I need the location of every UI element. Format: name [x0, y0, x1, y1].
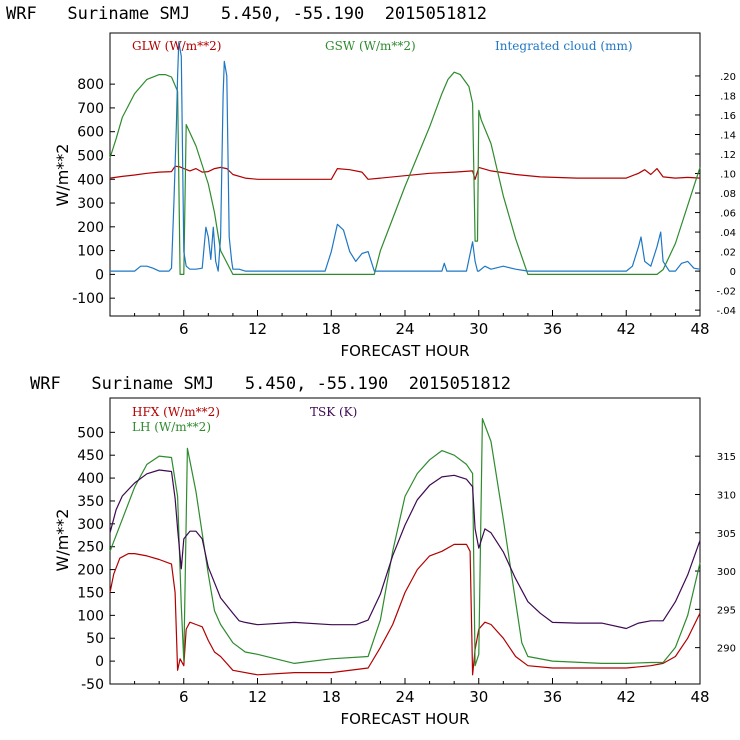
y2-tick-label: .16 [720, 111, 736, 122]
series-line-hfx [109, 543, 701, 676]
y-tick-label: 500 [77, 148, 104, 164]
bottom-y2-ticks: 315 310 305 300 295 290 [695, 452, 736, 655]
y-tick-label: 350 [77, 494, 104, 510]
x-tick-label: 42 [617, 320, 636, 338]
x-tick-label: 24 [395, 688, 414, 706]
legend-gsw: GSW (W/m**2) [325, 39, 416, 53]
top-x-axis-label: FORECAST HOUR [340, 342, 469, 360]
y2-tick-label: -.02 [716, 287, 736, 298]
y2-tick-label: 300 [717, 567, 736, 578]
x-tick-label: 18 [322, 320, 341, 338]
x-tick-label: 48 [690, 320, 709, 338]
legend-lh: LH (W/m**2) [132, 420, 211, 434]
y2-tick-label: 315 [717, 452, 736, 463]
top-chart-title: WRF Suriname SMJ 5.450, -55.190 20150518… [6, 4, 487, 24]
y-tick-label: 0 [95, 654, 104, 670]
y-tick-label: 200 [77, 220, 104, 236]
bottom-series [109, 418, 701, 676]
y-tick-label: -50 [81, 677, 104, 693]
legend-hfx: HFX (W/m**2) [132, 405, 220, 419]
legend-integrated-cloud: Integrated cloud (mm) [495, 39, 633, 53]
y2-tick-label: .04 [720, 228, 736, 239]
x-tick-label: 36 [543, 320, 562, 338]
y2-tick-label: .10 [720, 170, 736, 181]
y-tick-label: 50 [86, 631, 104, 647]
bottom-chart-title: WRF Suriname SMJ 5.450, -55.190 20150518… [30, 374, 511, 394]
y2-tick-label: 0 [730, 267, 736, 278]
y-tick-label: 300 [77, 517, 104, 533]
x-tick-label: 42 [617, 688, 636, 706]
y-tick-label: 400 [77, 471, 104, 487]
top-y-ticks: 800 700 600 500 400 300 200 100 0 -100 [72, 77, 115, 307]
y-tick-label: 700 [77, 101, 104, 117]
x-tick-label: 18 [322, 688, 341, 706]
y2-tick-label: .14 [720, 130, 736, 141]
top-y-axis-label: W/m**2 [53, 144, 72, 207]
bottom-plot-frame [109, 397, 701, 685]
y-tick-label: 500 [77, 425, 104, 441]
x-tick-label: 30 [469, 688, 488, 706]
y-tick-label: 450 [77, 448, 104, 464]
y-tick-label: 200 [77, 563, 104, 579]
top-plot-frame [109, 32, 701, 317]
x-tick-label: 6 [179, 688, 189, 706]
x-tick-label: 12 [248, 320, 267, 338]
legend-glw: GLW (W/m**2) [132, 39, 221, 53]
y2-tick-label: .20 [720, 72, 736, 83]
y-tick-label: 300 [77, 196, 104, 212]
y-tick-label: 800 [77, 77, 104, 93]
series-line-integrated [110, 41, 701, 272]
y-tick-label: 100 [77, 244, 104, 260]
y-tick-label: 0 [95, 267, 104, 283]
y-tick-label: 250 [77, 540, 104, 556]
series-line-gsw [109, 71, 701, 275]
top-x-ticks: 6 12 18 24 30 36 42 48 [134, 310, 710, 338]
series-line-glw [109, 165, 701, 180]
x-tick-label: 12 [248, 688, 267, 706]
top-y2-ticks: .20 .18 .16 .14 .12 .10 .08 .06 .04 .02 0 -.02 -.04 [695, 72, 736, 317]
x-tick-label: 48 [690, 688, 709, 706]
y2-tick-label: -.04 [716, 306, 736, 317]
bottom-y-axis-label: W/m**2 [53, 509, 72, 572]
y-tick-label: 100 [77, 608, 104, 624]
series-line-lh [109, 418, 701, 667]
y2-tick-label: .08 [720, 189, 736, 200]
x-tick-label: 36 [543, 688, 562, 706]
y-tick-label: 150 [77, 585, 104, 601]
y-tick-label: 600 [77, 125, 104, 141]
y2-tick-label: 290 [717, 644, 736, 655]
y2-tick-label: 295 [717, 605, 736, 616]
y2-tick-label: 310 [717, 490, 736, 501]
x-tick-label: 24 [395, 320, 414, 338]
top-panel: WRF Suriname SMJ 5.450, -55.190 20150518… [6, 4, 736, 360]
x-tick-label: 30 [469, 320, 488, 338]
y2-tick-label: 305 [717, 529, 736, 540]
legend-tsk: TSK (K) [310, 405, 357, 419]
bottom-x-axis-label: FORECAST HOUR [340, 710, 469, 728]
y-tick-label: 400 [77, 172, 104, 188]
y2-tick-label: .18 [720, 91, 736, 102]
y2-tick-label: .02 [720, 248, 736, 259]
series-line-tsk [109, 469, 701, 630]
x-tick-label: 6 [179, 320, 189, 338]
y2-tick-label: .12 [720, 150, 736, 161]
y2-tick-label: .06 [720, 209, 736, 220]
bottom-x-ticks: 6 12 18 24 30 36 42 48 [134, 678, 710, 706]
top-series [109, 41, 701, 275]
y-tick-label: -100 [72, 291, 104, 307]
bottom-panel: WRF Suriname SMJ 5.450, -55.190 20150518… [30, 374, 736, 728]
